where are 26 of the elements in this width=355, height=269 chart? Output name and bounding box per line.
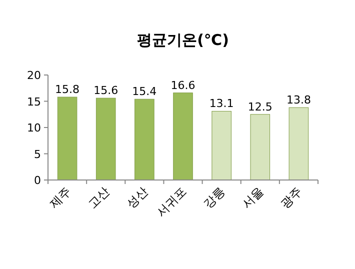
bar [250, 114, 270, 180]
data-label: 13.8 [286, 94, 311, 107]
chart-title: 평균기온(℃) [137, 31, 229, 49]
y-tick-label: 10 [27, 122, 41, 134]
data-label: 15.4 [132, 85, 157, 98]
bar [57, 96, 78, 180]
bar [96, 98, 116, 180]
data-label: 15.6 [94, 84, 118, 98]
y-tick-label: 15 [27, 95, 41, 108]
bar [212, 110, 232, 180]
bar [134, 98, 154, 180]
x-tick-label: 광주 [278, 184, 305, 212]
y-tick-label: 0 [34, 174, 41, 187]
x-tick-label: 강릉 [200, 184, 228, 212]
bar [173, 92, 193, 180]
x-tick-label: 제주 [46, 184, 74, 212]
x-tick-label: 고산 [85, 184, 112, 212]
y-tick-label: 5 [34, 148, 41, 161]
bar [288, 107, 309, 180]
data-label: 16.6 [170, 78, 196, 92]
data-label: 15.8 [55, 83, 80, 96]
x-tick-label: 서울 [239, 184, 266, 212]
y-tick-label: 20 [27, 69, 41, 82]
x-tick-label: 성산 [124, 184, 151, 212]
data-label: 13.1 [209, 97, 234, 110]
data-label: 12.5 [248, 100, 272, 114]
